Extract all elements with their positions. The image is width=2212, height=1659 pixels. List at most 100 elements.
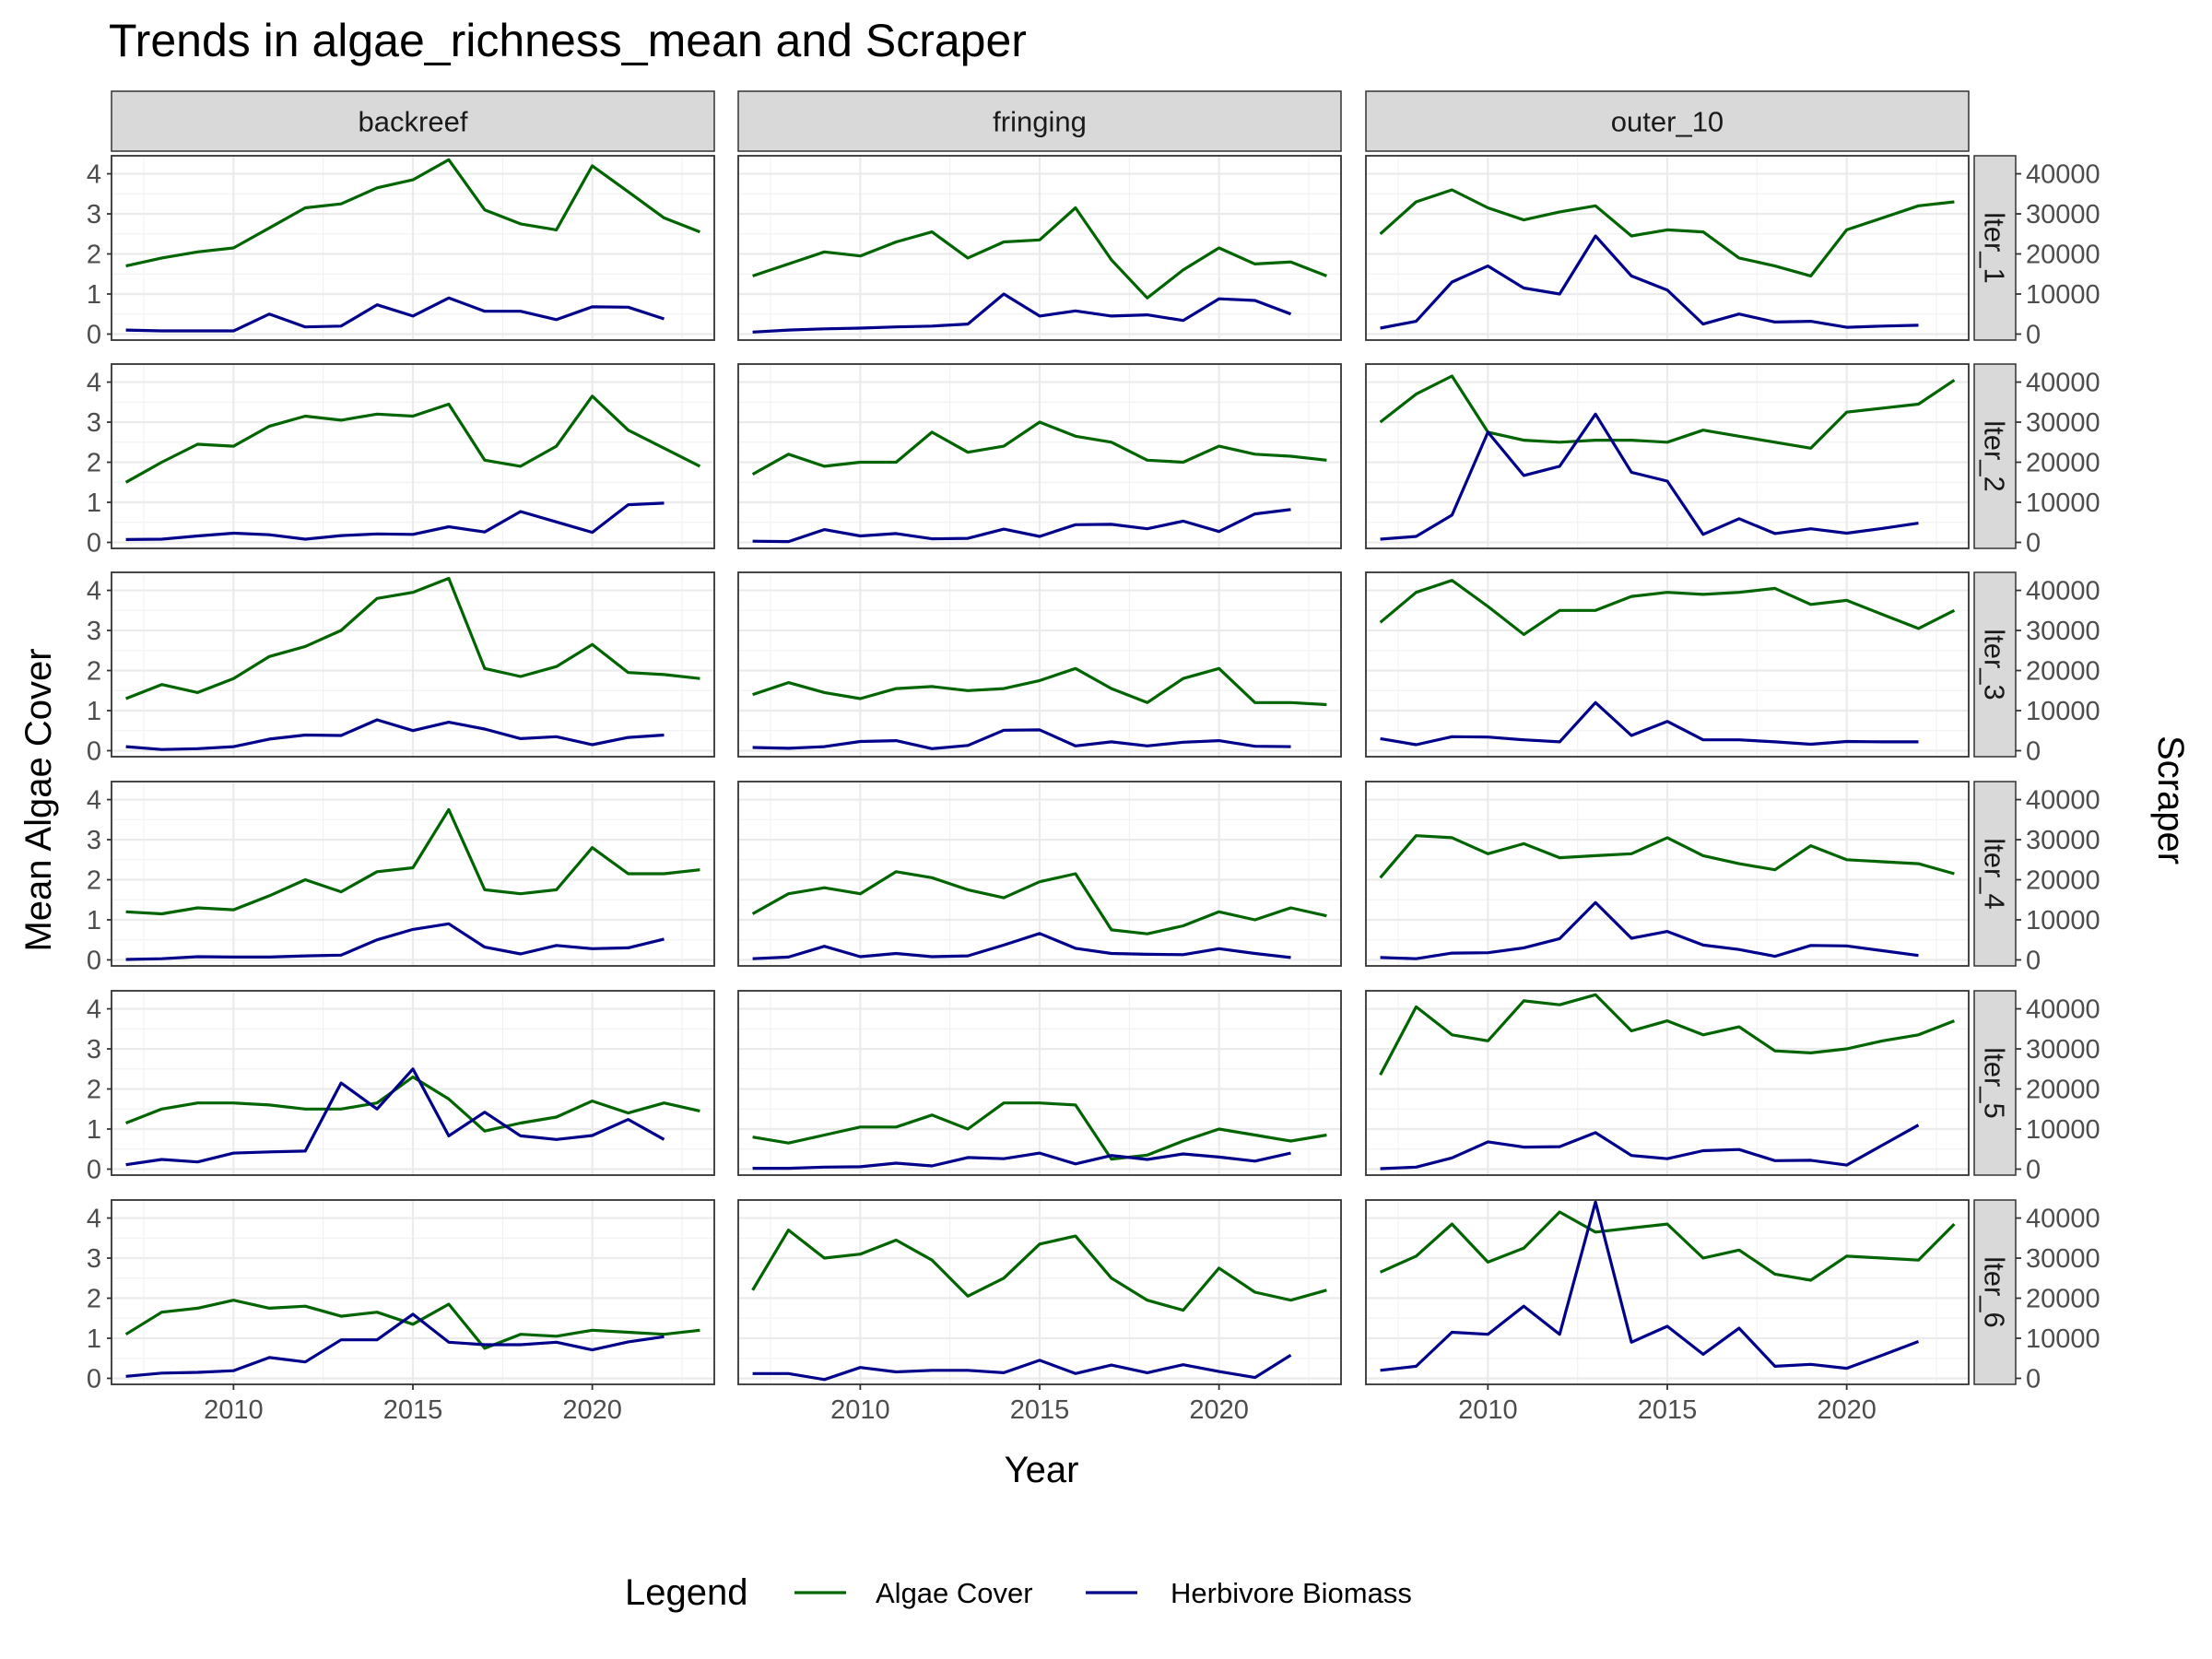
- strip-row-label-lter_1: lter_1: [1979, 212, 2011, 284]
- y-tick-label-right: 30000: [2026, 1244, 2100, 1274]
- panel-border-fringing-lter_4: [737, 781, 1342, 967]
- series-line-herbivore-biomass-fringing-lter_2: [752, 508, 1291, 544]
- panel-border-outer_10-lter_4: [1365, 781, 1970, 967]
- y-tick-label-left: 3: [87, 1035, 101, 1065]
- series-line-herbivore-biomass-backreef-lter_2: [125, 501, 665, 541]
- y-tick-label-right: 30000: [2026, 1035, 2100, 1065]
- y-tick-label-left: 2: [87, 1285, 101, 1314]
- y-tick-label-left: 1: [87, 1324, 101, 1354]
- y-tick-label-right: 20000: [2026, 866, 2100, 896]
- panel-border-fringing-lter_2: [737, 363, 1342, 549]
- strip-row-lter_4: [1973, 781, 2017, 967]
- y-tick-label-right: 10000: [2026, 1115, 2100, 1145]
- series-line-herbivore-biomass-fringing-lter_5: [752, 1151, 1291, 1171]
- y-tick-label-right: 20000: [2026, 657, 2100, 687]
- strip-row-label-lter_3: lter_3: [1979, 629, 2011, 700]
- y-tick-label-left: 4: [87, 160, 101, 190]
- y-tick-label-left: 2: [87, 241, 101, 270]
- strip-row-lter_2: [1973, 363, 2017, 549]
- y-tick-label-left: 1: [87, 280, 101, 310]
- y-tick-label-right: 30000: [2026, 617, 2100, 646]
- y-tick-label-left: 1: [87, 488, 101, 518]
- x-tick-label: 2015: [1010, 1395, 1070, 1425]
- y-tick-label-left: 1: [87, 1115, 101, 1145]
- y-tick-label-left: 4: [87, 577, 101, 606]
- series-line-algae-cover-fringing-lter_5: [752, 1101, 1327, 1161]
- x-tick-label: 2015: [1638, 1395, 1698, 1425]
- y-tick-label-left: 0: [87, 528, 101, 558]
- y-tick-label-left: 3: [87, 826, 101, 855]
- series-line-algae-cover-outer_10-lter_4: [1379, 834, 1955, 879]
- y-tick-label-right: 40000: [2026, 369, 2100, 398]
- strip-row-lter_5: [1973, 990, 2017, 1176]
- x-tick-label: 2020: [562, 1395, 622, 1425]
- series-line-herbivore-biomass-backreef-lter_3: [125, 718, 665, 751]
- y-tick-label-right: 40000: [2026, 577, 2100, 606]
- panel-border-fringing-lter_3: [737, 571, 1342, 758]
- y-tick-label-right: 30000: [2026, 408, 2100, 438]
- x-axis-title: Year: [1005, 1450, 1079, 1490]
- panel-border-outer_10-lter_2: [1365, 363, 1970, 549]
- series-line-herbivore-biomass-outer_10-lter_6: [1380, 1200, 1920, 1372]
- y-tick-label-right: 40000: [2026, 786, 2100, 816]
- strip-column-outer_10: [1365, 90, 1970, 152]
- y-axis-title-left: Mean Algae Cover: [18, 648, 59, 951]
- y-tick-label-right: 30000: [2026, 200, 2100, 229]
- y-tick-label-left: 3: [87, 200, 101, 229]
- x-tick-label: 2020: [1189, 1395, 1249, 1425]
- y-tick-label-right: 20000: [2026, 1285, 2100, 1314]
- series-line-algae-cover-fringing-lter_2: [751, 420, 1327, 476]
- y-tick-label-right: 20000: [2026, 1076, 2100, 1105]
- chart-title: Trends in algae_richness_mean and Scrape…: [109, 15, 1027, 66]
- y-tick-label-right: 0: [2026, 1364, 2041, 1394]
- legend-label-herbivore-biomass: Herbivore Biomass: [1171, 1577, 1412, 1609]
- legend: Legend Algae Cover Herbivore Biomass: [625, 1572, 1412, 1613]
- panel-border-backreef-lter_4: [111, 781, 715, 967]
- panel-border-outer_10-lter_5: [1365, 990, 1970, 1176]
- y-tick-label-left: 2: [87, 657, 101, 687]
- series-line-algae-cover-backreef-lter_1: [125, 158, 700, 268]
- series-line-herbivore-biomass-backreef-lter_5: [125, 1067, 665, 1167]
- series-line-herbivore-biomass-outer_10-lter_3: [1380, 700, 1919, 747]
- y-tick-label-right: 10000: [2026, 697, 2100, 726]
- series-line-herbivore-biomass-backreef-lter_1: [125, 296, 665, 333]
- strip-column-label-fringing: fringing: [993, 106, 1087, 138]
- y-tick-label-right: 0: [2026, 320, 2041, 349]
- series-line-herbivore-biomass-backreef-lter_4: [125, 922, 665, 961]
- y-tick-label-right: 20000: [2026, 449, 2100, 478]
- strip-row-label-lter_5: lter_5: [1979, 1047, 2011, 1119]
- y-tick-label-left: 3: [87, 1244, 101, 1274]
- y-tick-label-left: 4: [87, 369, 101, 398]
- panel-grid: backreef fringing outer_10 lter_1 lter_2lter…: [87, 90, 2100, 1425]
- strip-row-label-lter_4: lter_4: [1979, 838, 2011, 910]
- series-line-algae-cover-outer_10-lter_6: [1379, 1210, 1956, 1282]
- y-tick-label-left: 3: [87, 408, 101, 438]
- strip-row-lter_6: [1973, 1199, 2017, 1385]
- series-line-algae-cover-fringing-lter_3: [752, 666, 1327, 707]
- y-tick-label-right: 40000: [2026, 1205, 2100, 1234]
- y-tick-label-right: 0: [2026, 736, 2041, 766]
- series-line-algae-cover-backreef-lter_5: [125, 1075, 700, 1133]
- y-tick-label-right: 10000: [2026, 1324, 2100, 1354]
- series-line-algae-cover-fringing-lter_1: [752, 206, 1327, 300]
- panel-border-backreef-lter_2: [111, 363, 715, 549]
- y-tick-label-left: 2: [87, 866, 101, 896]
- y-tick-label-left: 0: [87, 1155, 101, 1184]
- y-tick-label-right: 0: [2026, 946, 2041, 975]
- series-line-algae-cover-backreef-lter_4: [125, 807, 700, 916]
- strip-row-lter_3: [1973, 571, 2017, 758]
- y-tick-label-right: 10000: [2026, 906, 2100, 935]
- y-tick-label-left: 4: [87, 1205, 101, 1234]
- series-line-algae-cover-outer_10-lter_2: [1379, 374, 1956, 450]
- series-line-herbivore-biomass-outer_10-lter_1: [1380, 234, 1919, 330]
- y-tick-label-right: 30000: [2026, 826, 2100, 855]
- series-line-algae-cover-backreef-lter_2: [124, 394, 701, 484]
- y-tick-label-right: 10000: [2026, 280, 2100, 310]
- series-line-herbivore-biomass-backreef-lter_6: [125, 1312, 665, 1378]
- x-tick-label: 2010: [204, 1395, 264, 1425]
- series-line-herbivore-biomass-fringing-lter_6: [752, 1353, 1292, 1382]
- series-line-herbivore-biomass-fringing-lter_4: [752, 932, 1291, 960]
- strip-column-label-backreef: backreef: [359, 106, 468, 138]
- series-line-herbivore-biomass-outer_10-lter_5: [1380, 1124, 1920, 1171]
- y-tick-label-left: 2: [87, 1076, 101, 1105]
